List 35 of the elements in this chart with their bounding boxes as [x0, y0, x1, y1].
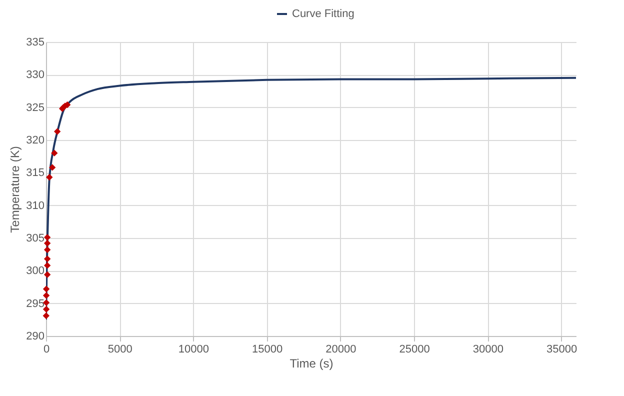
point — [48, 164, 56, 171]
x-tick-label: 20000 — [326, 344, 356, 356]
y-tick-label: 310 — [26, 200, 44, 212]
point — [44, 246, 51, 254]
x-axis-title: Time (s) — [290, 356, 334, 370]
x-tick-label: 5000 — [108, 344, 132, 356]
point — [44, 271, 51, 278]
point — [42, 312, 50, 320]
x-tick-label: 30000 — [472, 344, 504, 356]
y-tick-label: 330 — [26, 69, 44, 82]
y-tick-label: 315 — [26, 167, 44, 180]
y-tick-label: 335 — [26, 36, 44, 48]
point — [46, 174, 53, 181]
y-tick-label: 325 — [26, 102, 44, 114]
y-tick-label: 295 — [26, 298, 44, 310]
point — [54, 128, 61, 135]
point — [51, 150, 58, 156]
legend-label: Curve Fitting — [292, 8, 354, 20]
point — [44, 256, 51, 262]
y-tick-label: 305 — [26, 232, 44, 244]
point — [42, 292, 50, 299]
x-tick-label: 35000 — [546, 344, 578, 356]
y-tick-label: 300 — [26, 265, 44, 278]
point — [44, 240, 51, 247]
y-tick-label: 320 — [26, 134, 44, 146]
point — [42, 286, 50, 292]
point — [42, 306, 50, 313]
x-tick-label: 10000 — [178, 344, 210, 356]
x-tick-label: 15000 — [252, 344, 283, 356]
point — [44, 262, 51, 269]
x-tick-label: 0 — [43, 344, 50, 356]
x-tick-label: 25000 — [399, 344, 430, 356]
y-tick-label: 290 — [26, 330, 44, 342]
y-axis-title: Temperature (K) — [8, 146, 22, 233]
point — [44, 234, 51, 241]
